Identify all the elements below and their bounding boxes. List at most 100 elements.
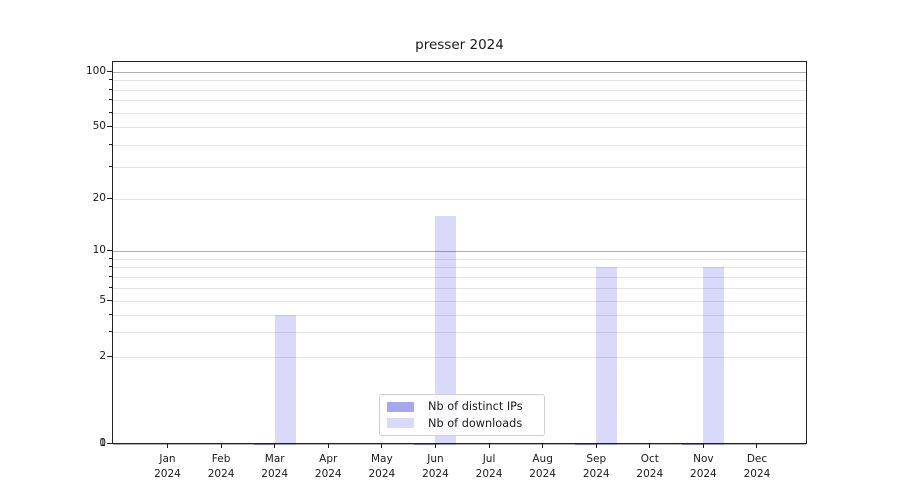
gridline-y-minor-30 — [113, 167, 806, 169]
y-tick-label-10: 10 — [92, 244, 106, 256]
x-tick-label-may: May 2024 — [354, 452, 410, 482]
gridline-y-minor-70 — [113, 100, 806, 102]
y-tick-label-20: 20 — [92, 192, 106, 204]
x-tick-month: Jul — [482, 453, 496, 465]
x-tick-month: Jan — [159, 453, 176, 465]
gridline-y-5 — [113, 301, 806, 302]
y-tick-mark-50 — [107, 126, 112, 127]
plot-area: Nb of distinct IPs Nb of downloads — [112, 61, 807, 445]
x-tick-label-sep: Sep 2024 — [568, 452, 624, 482]
x-tick-label-aug: Aug 2024 — [515, 452, 571, 482]
y-tick-mark-minor-7 — [109, 275, 112, 277]
gridline-y-minor-40 — [113, 144, 806, 146]
y-tick-label-2: 2 — [99, 350, 106, 362]
x-tick-label-apr: Apr 2024 — [300, 452, 356, 482]
x-tick-year: 2024 — [314, 468, 342, 480]
y-tick-mark-20 — [107, 198, 112, 199]
x-tick-mark-oct — [649, 444, 651, 448]
x-tick-month: Mar — [264, 453, 285, 465]
chart-title: presser 2024 — [415, 37, 504, 53]
bar-downloads-mar — [274, 314, 296, 445]
x-tick-month: Jun — [427, 453, 444, 465]
gridline-y-100 — [113, 72, 806, 73]
gridline-y-minor-7 — [113, 276, 806, 278]
x-tick-label-mar: Mar 2024 — [247, 452, 303, 482]
x-tick-label-dec: Dec 2024 — [729, 452, 785, 482]
x-tick-year: 2024 — [743, 468, 771, 480]
x-tick-mark-jan — [167, 444, 168, 448]
y-tick-mark-minor-80 — [109, 88, 112, 90]
x-tick-mark-feb — [220, 444, 222, 448]
bar-distinct-ips-mar — [253, 444, 275, 445]
x-tick-year: 2024 — [368, 468, 396, 480]
y-tick-label-0: 0 — [99, 437, 106, 449]
x-tick-label-oct: Oct 2024 — [622, 452, 678, 482]
gridline-y-minor-3 — [113, 332, 806, 334]
gridline-y-minor-8 — [113, 267, 806, 269]
y-tick-mark-1 — [107, 443, 112, 444]
x-tick-label-jan: Jan 2024 — [140, 452, 196, 482]
gridline-y-minor-90 — [113, 80, 806, 82]
x-tick-label-jun: Jun 2024 — [407, 452, 463, 482]
legend-row-downloads: Nb of downloads — [387, 417, 537, 430]
bar-distinct-ips-jun — [414, 444, 436, 445]
gridline-y-20 — [113, 199, 806, 200]
x-tick-mark-apr — [327, 444, 329, 448]
x-tick-month: Oct — [640, 453, 659, 465]
legend-swatch-distinct-ips — [387, 401, 414, 412]
x-tick-month: Sep — [586, 453, 607, 465]
bar-downloads-sep — [596, 267, 618, 445]
y-tick-mark-minor-70 — [109, 99, 112, 101]
x-tick-year: 2024 — [475, 468, 503, 480]
gridline-y-50 — [113, 127, 806, 128]
x-tick-mark-nov — [702, 444, 704, 448]
x-tick-mark-aug — [542, 444, 544, 448]
x-tick-year: 2024 — [154, 468, 181, 480]
x-tick-year: 2024 — [261, 468, 289, 480]
bar-downloads-nov — [703, 267, 725, 445]
x-tick-label-feb: Feb 2024 — [193, 452, 249, 482]
bar-downloads-jun — [435, 215, 457, 445]
x-tick-year: 2024 — [582, 468, 610, 480]
x-tick-label-nov: Nov 2024 — [675, 452, 731, 482]
gridline-y-1 — [113, 444, 806, 445]
x-tick-month: Feb — [211, 453, 231, 465]
bar-distinct-ips-sep — [575, 444, 597, 445]
y-tick-label-100: 100 — [85, 65, 106, 77]
legend: Nb of distinct IPs Nb of downloads — [379, 394, 545, 436]
x-tick-month: Aug — [532, 453, 553, 465]
y-tick-mark-2 — [107, 356, 112, 357]
x-tick-month: Dec — [746, 453, 768, 465]
legend-label-downloads: Nb of downloads — [428, 416, 523, 430]
x-tick-year: 2024 — [690, 468, 717, 480]
y-tick-label-1: 1 — [99, 437, 106, 449]
x-tick-mark-mar — [274, 444, 276, 448]
x-tick-month: Apr — [319, 453, 338, 465]
y-tick-label-50: 50 — [92, 120, 106, 132]
gridline-y-minor-6 — [113, 287, 806, 289]
x-tick-year: 2024 — [529, 468, 556, 480]
x-tick-month: May — [371, 453, 393, 465]
y-tick-mark-minor-4 — [109, 313, 112, 315]
x-tick-mark-jul — [488, 444, 490, 448]
y-tick-mark-minor-40 — [109, 143, 112, 145]
gridline-y-2 — [113, 357, 806, 358]
legend-label-distinct-ips: Nb of distinct IPs — [428, 400, 523, 414]
x-tick-year: 2024 — [636, 468, 664, 480]
y-tick-mark-minor-60 — [109, 111, 112, 113]
gridline-y-10 — [113, 251, 806, 252]
y-tick-mark-10 — [107, 250, 112, 251]
y-tick-mark-minor-3 — [109, 331, 112, 333]
x-tick-month: Nov — [693, 453, 714, 465]
x-tick-mark-may — [381, 444, 383, 448]
y-tick-mark-minor-6 — [109, 286, 112, 288]
legend-swatch-downloads — [387, 418, 414, 429]
x-tick-year: 2024 — [207, 468, 235, 480]
y-tick-mark-5 — [107, 300, 112, 301]
y-tick-mark-minor-90 — [109, 79, 112, 81]
gridline-y-minor-4 — [113, 314, 806, 316]
gridline-y-minor-60 — [113, 112, 806, 114]
x-tick-year: 2024 — [422, 468, 449, 480]
bar-distinct-ips-nov — [682, 444, 704, 445]
